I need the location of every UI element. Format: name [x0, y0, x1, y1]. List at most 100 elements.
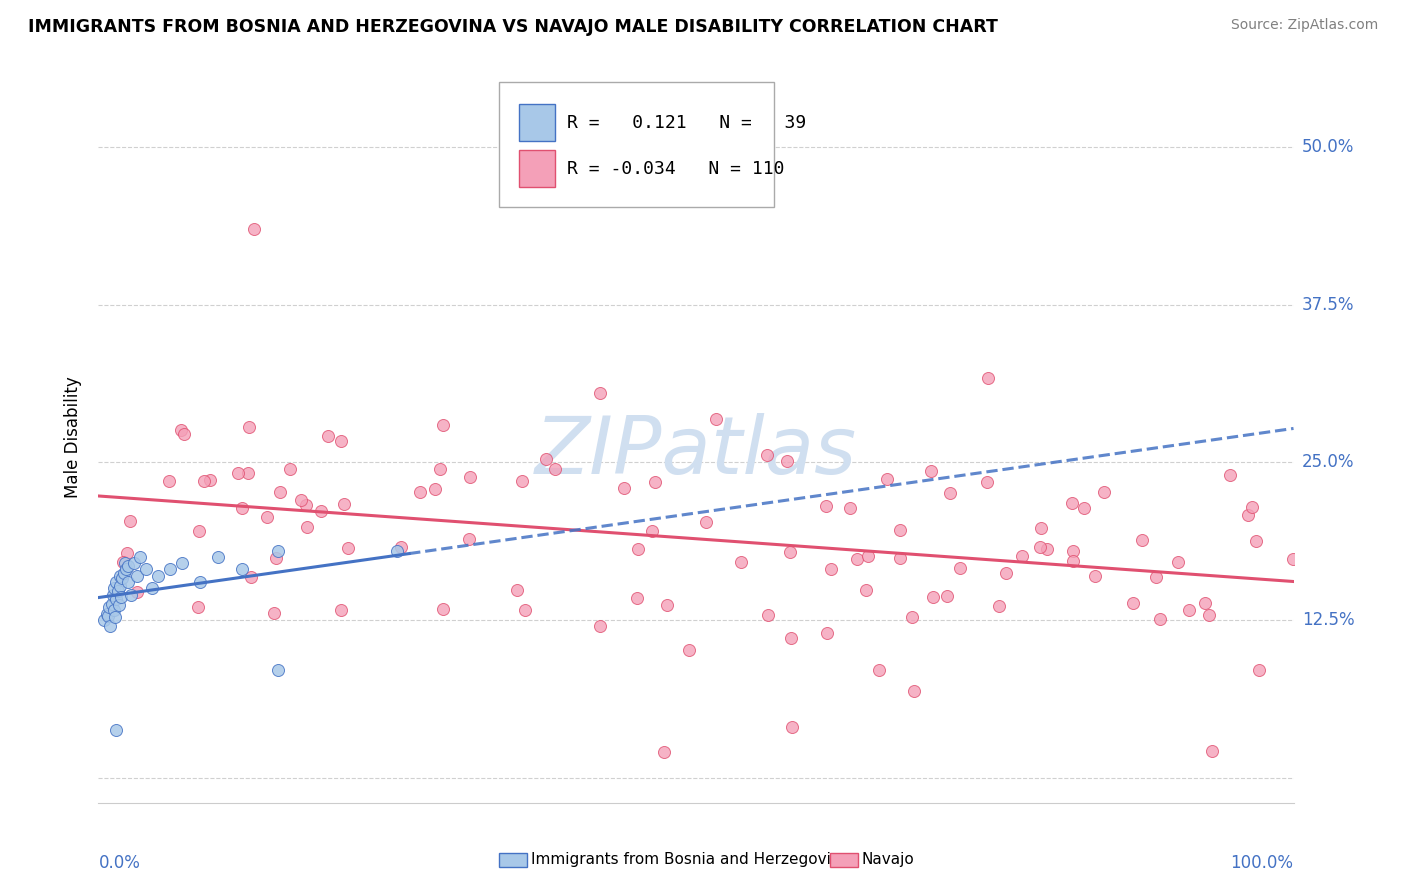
- Point: [589, 619, 612, 633]
- Point: [901, 610, 924, 624]
- Point: [333, 497, 356, 511]
- Point: [336, 541, 359, 555]
- Point: [193, 474, 215, 488]
- Point: [107, 583, 129, 598]
- Point: [243, 222, 266, 236]
- Point: [93, 613, 115, 627]
- Point: [429, 462, 451, 476]
- Point: [112, 555, 135, 569]
- Point: [920, 464, 942, 478]
- Point: [506, 583, 529, 598]
- Point: [108, 569, 131, 583]
- Point: [389, 540, 412, 554]
- Point: [922, 591, 945, 605]
- Point: [159, 562, 181, 576]
- Point: [1281, 551, 1303, 566]
- Point: [544, 462, 567, 476]
- Text: 50.0%: 50.0%: [1302, 138, 1354, 156]
- Point: [1084, 569, 1107, 583]
- Point: [644, 475, 666, 489]
- Point: [269, 484, 291, 499]
- Point: [96, 607, 118, 621]
- Point: [295, 498, 318, 512]
- Point: [949, 560, 972, 574]
- Point: [652, 745, 675, 759]
- Point: [1073, 500, 1095, 515]
- Point: [1144, 570, 1167, 584]
- Point: [124, 556, 146, 570]
- Point: [839, 500, 862, 515]
- Point: [105, 575, 128, 590]
- Point: [115, 562, 138, 576]
- Text: 12.5%: 12.5%: [1302, 611, 1354, 629]
- Point: [238, 420, 260, 434]
- Point: [1029, 521, 1052, 535]
- Point: [889, 523, 911, 537]
- Point: [125, 569, 148, 583]
- Point: [188, 524, 211, 538]
- Point: [110, 591, 132, 605]
- Point: [432, 602, 454, 616]
- Point: [141, 582, 163, 596]
- Point: [1219, 468, 1241, 483]
- Point: [115, 546, 138, 560]
- Point: [1167, 555, 1189, 569]
- FancyBboxPatch shape: [519, 151, 555, 187]
- Point: [256, 510, 278, 524]
- Text: Navajo: Navajo: [862, 853, 915, 867]
- Point: [330, 602, 353, 616]
- Point: [780, 720, 803, 734]
- Point: [329, 434, 352, 448]
- Point: [513, 603, 536, 617]
- Point: [458, 532, 481, 546]
- Point: [1036, 542, 1059, 557]
- Point: [231, 500, 253, 515]
- Point: [98, 600, 121, 615]
- Point: [1236, 508, 1258, 523]
- Point: [172, 556, 194, 570]
- Point: [267, 543, 290, 558]
- Point: [157, 474, 180, 488]
- Point: [200, 473, 222, 487]
- Point: [278, 462, 301, 476]
- Point: [987, 599, 1010, 614]
- Point: [820, 562, 842, 576]
- Point: [120, 588, 142, 602]
- Point: [263, 607, 285, 621]
- Point: [105, 591, 128, 606]
- Point: [780, 631, 803, 645]
- Point: [695, 515, 717, 529]
- Point: [107, 598, 129, 612]
- Point: [903, 684, 925, 698]
- Point: [613, 481, 636, 495]
- Point: [626, 591, 648, 606]
- Text: R = -0.034   N = 110: R = -0.034 N = 110: [567, 161, 785, 178]
- Point: [1011, 549, 1033, 563]
- Point: [641, 524, 664, 538]
- FancyBboxPatch shape: [519, 104, 555, 141]
- Point: [148, 569, 170, 583]
- Point: [704, 411, 727, 425]
- Point: [385, 543, 409, 558]
- Point: [108, 579, 131, 593]
- FancyBboxPatch shape: [499, 82, 773, 207]
- Text: 0.0%: 0.0%: [98, 854, 141, 872]
- Point: [117, 558, 139, 573]
- Point: [309, 504, 332, 518]
- Point: [776, 453, 799, 467]
- Point: [1201, 744, 1223, 758]
- Point: [1060, 496, 1083, 510]
- Point: [125, 584, 148, 599]
- Point: [939, 485, 962, 500]
- Point: [779, 545, 801, 559]
- Point: [1130, 533, 1153, 547]
- Point: [173, 427, 195, 442]
- Point: [1149, 612, 1171, 626]
- Point: [846, 552, 869, 566]
- Text: ZIPatlas: ZIPatlas: [534, 413, 858, 491]
- Point: [103, 603, 125, 617]
- Point: [876, 472, 898, 486]
- Point: [236, 466, 259, 480]
- Point: [101, 588, 124, 602]
- Point: [103, 582, 125, 596]
